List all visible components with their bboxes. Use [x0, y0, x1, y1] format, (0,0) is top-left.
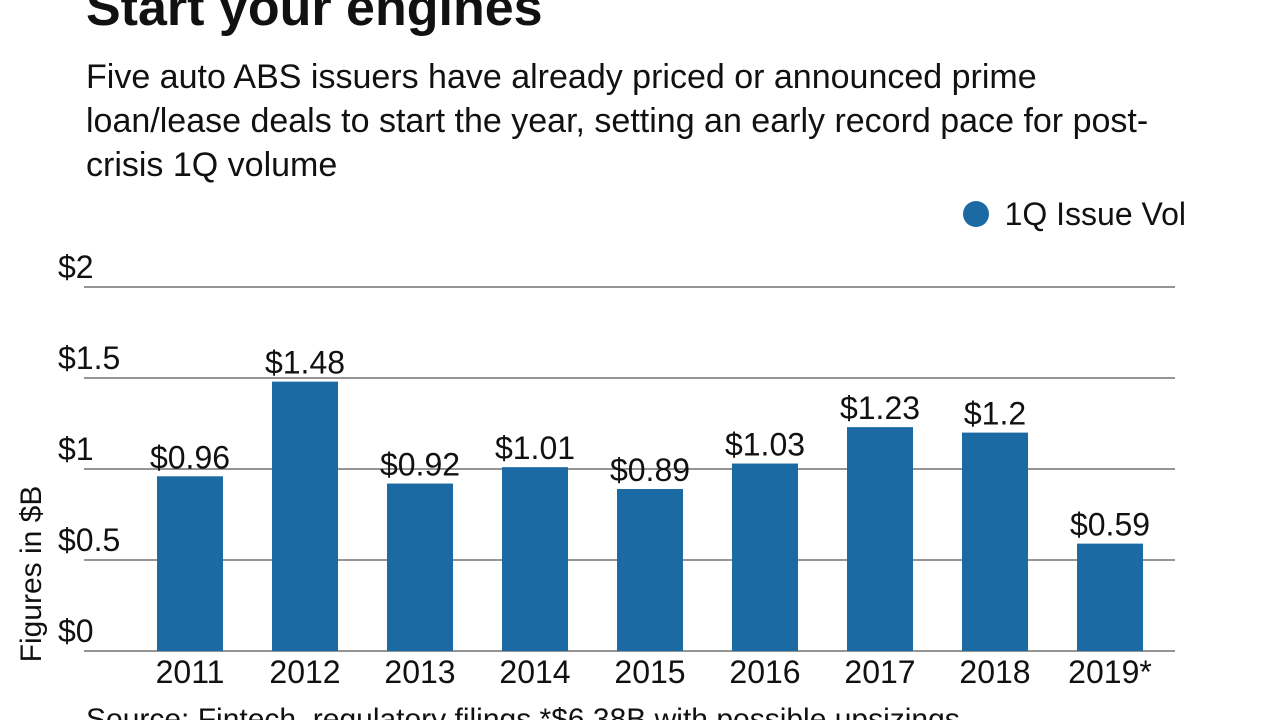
data-label: $1.01	[495, 430, 575, 466]
chart-title: Start your engines	[86, 0, 543, 37]
bar	[617, 489, 683, 651]
bar	[962, 432, 1028, 651]
y-tick-label: $1	[58, 431, 94, 467]
y-axis-title: Figures in $B	[15, 486, 48, 663]
bar	[502, 467, 568, 651]
bar	[732, 463, 798, 651]
data-label: $1.48	[265, 345, 345, 381]
data-label: $0.92	[380, 447, 460, 483]
legend-label: 1Q Issue Vol	[1004, 196, 1186, 232]
bar	[847, 427, 913, 651]
bar	[272, 381, 338, 651]
bar	[1077, 543, 1143, 651]
y-tick-label: $0	[58, 613, 94, 649]
legend: 1Q Issue Vol	[962, 194, 1186, 234]
source-note: Source: Fintech, regulatory filings *$6.…	[86, 703, 960, 720]
x-tick-label: 2017	[844, 654, 915, 690]
y-tick-label: $0.5	[58, 522, 120, 558]
chart-subtitle: Five auto ABS issuers have already price…	[86, 58, 1149, 184]
bar	[387, 483, 453, 651]
x-tick-label: 2012	[269, 654, 340, 690]
x-tick-label: 2016	[729, 654, 800, 690]
data-label: $1.2	[964, 396, 1026, 432]
x-tick-label: 2013	[384, 654, 455, 690]
bar	[157, 476, 223, 651]
x-tick-label: 2011	[156, 654, 225, 690]
data-label: $0.89	[610, 452, 690, 488]
x-tick-label: 2014	[499, 654, 570, 690]
x-tick-label: 2018	[959, 654, 1030, 690]
data-label: $0.96	[150, 439, 230, 475]
x-tick-label: 2019*	[1068, 654, 1152, 690]
data-label: $1.23	[840, 390, 920, 426]
data-label: $0.59	[1070, 507, 1150, 543]
data-label: $1.03	[725, 427, 805, 463]
legend-swatch	[962, 201, 989, 227]
y-tick-label: $2	[58, 249, 94, 285]
x-tick-label: 2015	[614, 654, 685, 690]
y-tick-label: $1.5	[58, 340, 120, 376]
